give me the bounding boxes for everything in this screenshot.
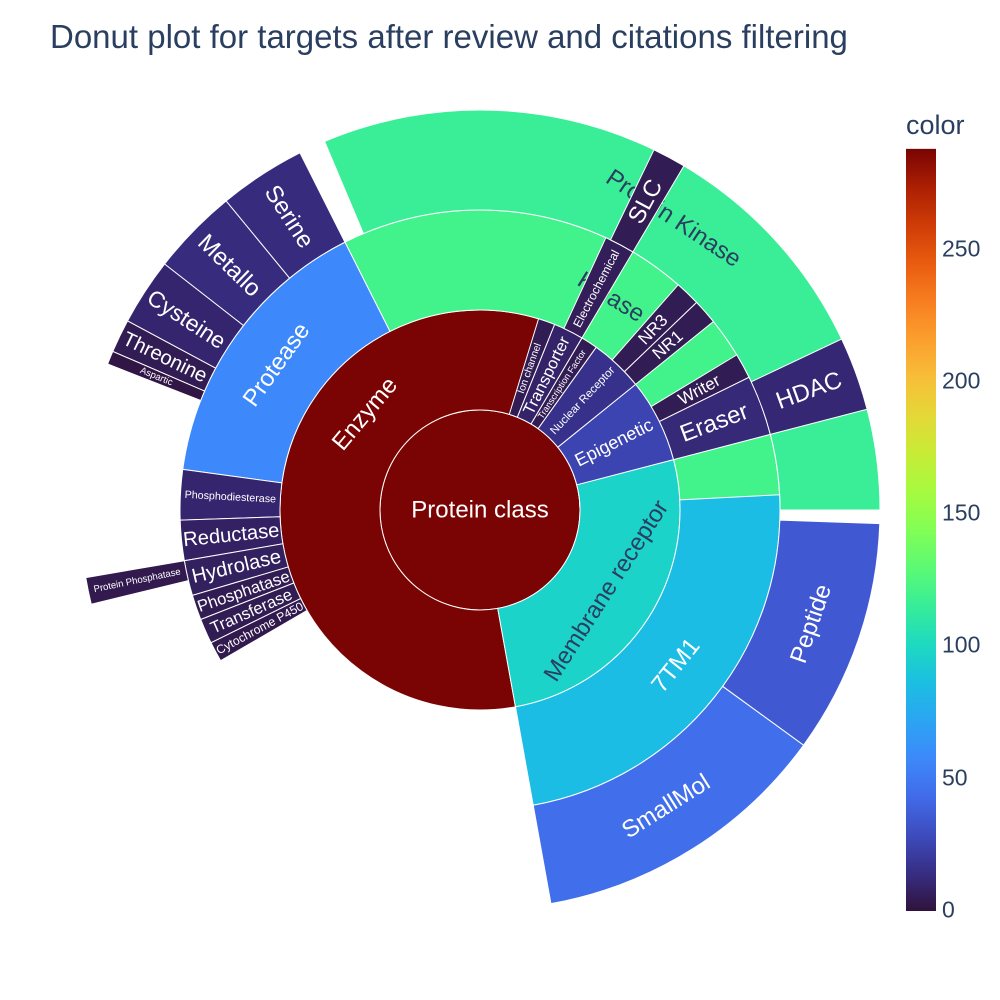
sector-protein-kinase[interactable] [323, 109, 881, 511]
colorbar-tick-label: 50 [942, 764, 968, 791]
colorbar-tick-label: 100 [942, 631, 981, 658]
chart-title: Donut plot for targets after review and … [50, 18, 848, 55]
colorbar-title: color [906, 110, 965, 140]
sector-aspartic[interactable] [106, 350, 206, 402]
colorbar [906, 148, 936, 911]
colorbar-tick-label: 250 [942, 235, 981, 262]
sector-writer[interactable] [650, 354, 750, 423]
sector-label-phosphodiesterase: Phosphodiesterase [184, 489, 276, 506]
colorbar-tick-label: 200 [942, 367, 981, 394]
sector-protein-phosphatase[interactable] [85, 560, 190, 605]
sector-label-protein-class: Protein class [411, 497, 548, 524]
sector-nr3[interactable] [611, 284, 698, 373]
colorbar-tick-label: 150 [942, 499, 981, 526]
sector-ion-channel[interactable] [508, 318, 556, 418]
colorbar-tick-label: 0 [942, 896, 955, 923]
sector-peptide[interactable] [722, 519, 881, 746]
sector-hdac[interactable] [750, 338, 868, 436]
sector-slc[interactable] [609, 149, 685, 253]
sector-cytochrome-p450[interactable] [210, 597, 308, 662]
